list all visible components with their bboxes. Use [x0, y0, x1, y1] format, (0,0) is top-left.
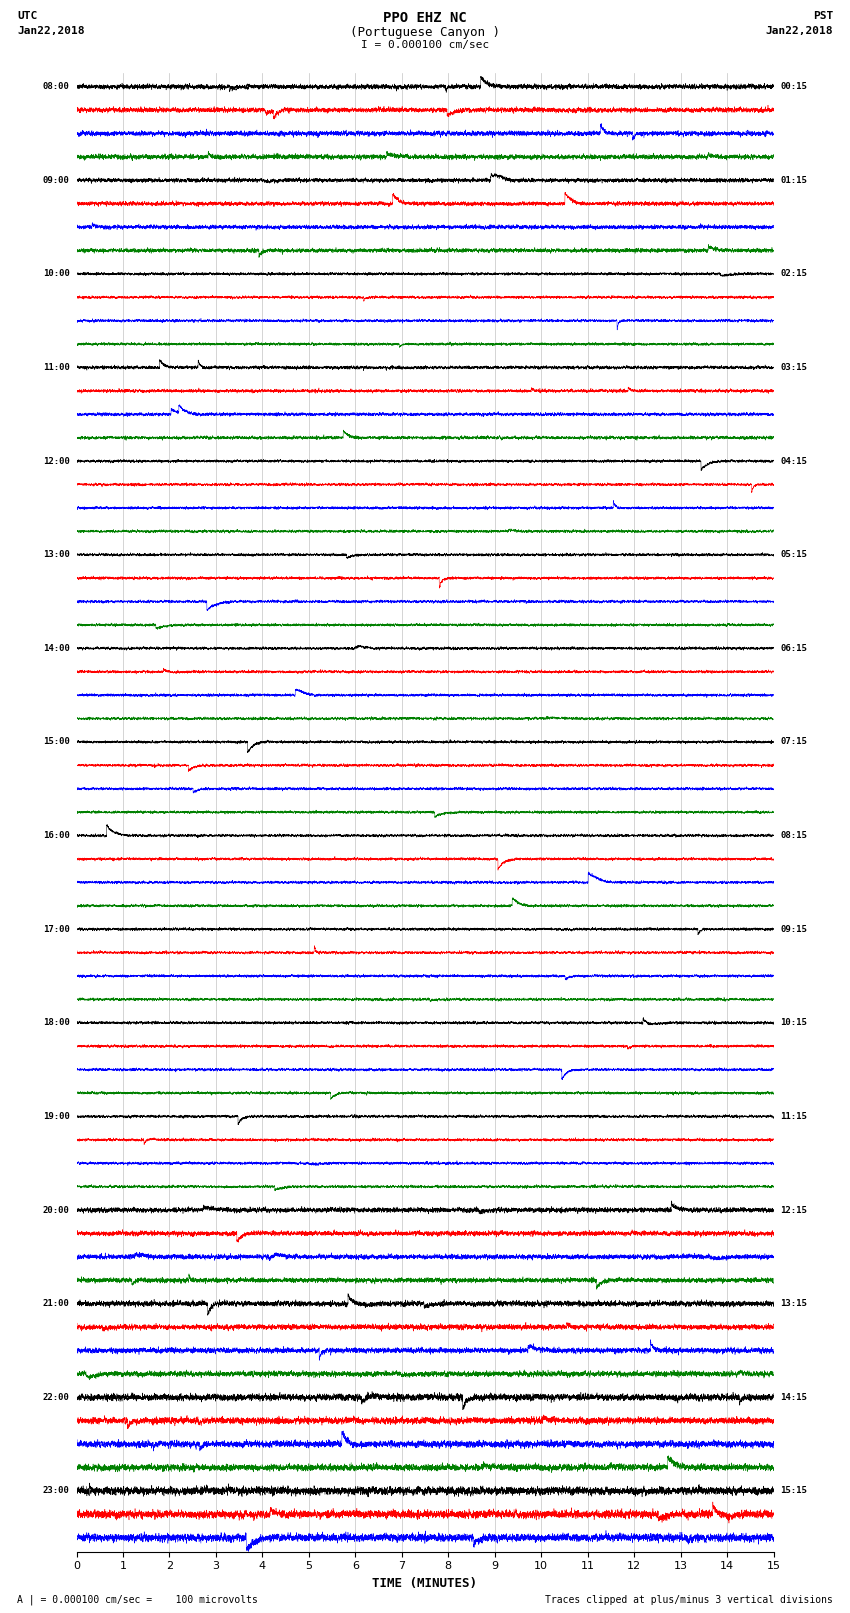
X-axis label: TIME (MINUTES): TIME (MINUTES)	[372, 1578, 478, 1590]
Text: 14:00: 14:00	[42, 644, 70, 653]
Text: 17:00: 17:00	[42, 924, 70, 934]
Text: 19:00: 19:00	[42, 1111, 70, 1121]
Text: 13:15: 13:15	[780, 1298, 808, 1308]
Text: 21:00: 21:00	[42, 1298, 70, 1308]
Text: 09:00: 09:00	[42, 176, 70, 185]
Text: (Portuguese Canyon ): (Portuguese Canyon )	[350, 26, 500, 39]
Text: 15:15: 15:15	[780, 1486, 808, 1495]
Text: 11:15: 11:15	[780, 1111, 808, 1121]
Text: 08:00: 08:00	[42, 82, 70, 90]
Text: 22:00: 22:00	[42, 1392, 70, 1402]
Text: 10:00: 10:00	[42, 269, 70, 279]
Text: 02:15: 02:15	[780, 269, 808, 279]
Text: 23:00: 23:00	[42, 1486, 70, 1495]
Text: 11:00: 11:00	[42, 363, 70, 373]
Text: 18:00: 18:00	[42, 1018, 70, 1027]
Text: 10:15: 10:15	[780, 1018, 808, 1027]
Text: 12:00: 12:00	[42, 456, 70, 466]
Text: PST: PST	[813, 11, 833, 21]
Text: Jan22,2018: Jan22,2018	[766, 26, 833, 35]
Text: 04:15: 04:15	[780, 456, 808, 466]
Text: Jan22,2018: Jan22,2018	[17, 26, 84, 35]
Text: 14:15: 14:15	[780, 1392, 808, 1402]
Text: 05:15: 05:15	[780, 550, 808, 560]
Text: 12:15: 12:15	[780, 1205, 808, 1215]
Text: A | = 0.000100 cm/sec =    100 microvolts: A | = 0.000100 cm/sec = 100 microvolts	[17, 1594, 258, 1605]
Text: 15:00: 15:00	[42, 737, 70, 747]
Text: 03:15: 03:15	[780, 363, 808, 373]
Text: 16:00: 16:00	[42, 831, 70, 840]
Text: 13:00: 13:00	[42, 550, 70, 560]
Text: 09:15: 09:15	[780, 924, 808, 934]
Text: 01:15: 01:15	[780, 176, 808, 185]
Text: PPO EHZ NC: PPO EHZ NC	[383, 11, 467, 26]
Text: UTC: UTC	[17, 11, 37, 21]
Text: Traces clipped at plus/minus 3 vertical divisions: Traces clipped at plus/minus 3 vertical …	[545, 1595, 833, 1605]
Text: 07:15: 07:15	[780, 737, 808, 747]
Text: 20:00: 20:00	[42, 1205, 70, 1215]
Text: I = 0.000100 cm/sec: I = 0.000100 cm/sec	[361, 40, 489, 50]
Text: 00:15: 00:15	[780, 82, 808, 90]
Text: 08:15: 08:15	[780, 831, 808, 840]
Text: 06:15: 06:15	[780, 644, 808, 653]
